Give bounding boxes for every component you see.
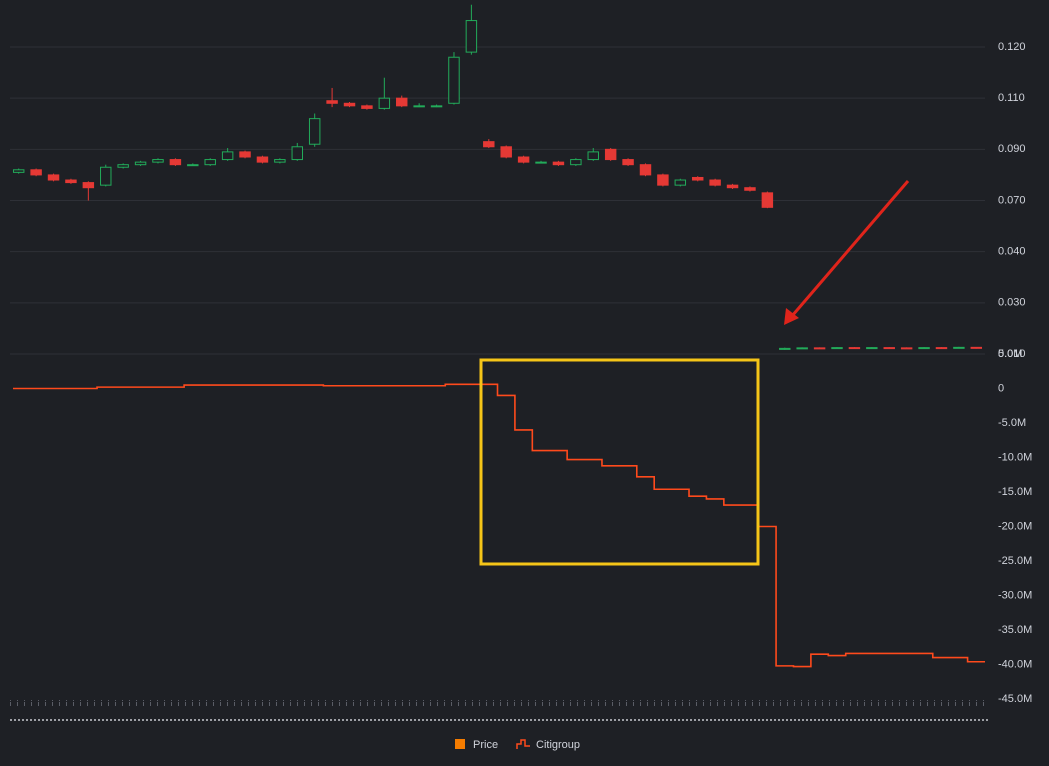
candle-body [744,187,756,191]
y-tick-label: 0.070 [998,194,1026,206]
candle-body [326,100,338,104]
step-line [13,383,985,668]
candle-body [570,159,582,166]
candle-body [517,156,530,163]
candle-body [953,346,965,349]
candle-body [779,347,791,350]
legend-label[interactable]: Price [473,739,498,751]
annotation-arrow-head [784,308,799,325]
y-tick-label: 0.120 [998,41,1026,53]
time-axis-ticks [10,700,985,706]
candle-body [552,161,565,166]
candle-body [587,151,599,161]
candle-body [674,179,687,186]
y-tick-label: 0.010 [998,348,1026,360]
candle-body [396,97,408,107]
candle-body [187,164,199,167]
y-tick-label: 0 [998,382,1004,394]
candle-body [639,164,652,176]
candle-body [117,164,129,168]
candle-body [918,347,930,350]
y-tick-label: -5.0M [998,417,1026,429]
y-tick-label: 5.0M [998,348,1022,360]
y-tick-label: 0.090 [998,143,1026,155]
candle-body [761,192,774,208]
candle-body [134,161,147,166]
candle-body [204,159,216,166]
candle-body [361,105,373,109]
y-tick-label: -25.0M [998,555,1032,567]
candle-body [657,174,669,186]
candle-body [726,184,739,189]
annotation-arrow [790,180,910,317]
candle-body [430,105,443,108]
candle-body [500,146,512,158]
legend: Price Citigroup [455,739,580,751]
candle-body [30,169,42,176]
candle-body [866,347,878,350]
candle-body [483,141,495,148]
candle-body [413,105,425,108]
candle-body [47,174,60,181]
candle-body [152,159,164,163]
candle-body [65,179,77,184]
candle-body [378,97,391,109]
candle-body [221,151,234,161]
candle-body [239,151,251,158]
candle-body [343,102,356,107]
candle-body [970,346,983,349]
candle-body [622,159,634,166]
y-tick-label: 0.110 [998,92,1025,104]
y-tick-label: -20.0M [998,520,1032,532]
candle-body [692,176,704,181]
plot-area: 0.010 0.030 0.040 0.070 0.090 0.110 0.120 5.0M 0… [10,4,1032,705]
candle-body [535,161,547,164]
candle-body [291,146,303,161]
y-tick-label: -15.0M [998,486,1032,498]
candle-body [935,347,948,350]
candle-body [274,159,286,163]
candle-body [308,118,321,145]
candle-body [465,20,478,53]
candle-body [12,169,25,173]
candle-body [900,347,913,350]
candle-body [813,347,826,350]
legend-label[interactable]: Citigroup [536,739,580,751]
y-tick-label: -30.0M [998,589,1032,601]
highlight-box [479,358,760,566]
candle-body [448,56,460,104]
y-tick-label: -40.0M [998,658,1032,670]
y-tick-label: -45.0M [998,693,1032,705]
y-tick-label: -10.0M [998,451,1032,463]
y-tick-label: 0.040 [998,246,1026,258]
candle-body [100,166,112,186]
legend-swatch [455,739,465,749]
candle-body [709,179,721,186]
candle-body [831,347,843,350]
candle-body [82,182,95,189]
candle-body [169,159,182,166]
candle-body [604,148,617,161]
legend-swatch [516,739,530,749]
candle-body [796,347,808,350]
y-tick-label: -35.0M [998,624,1032,636]
candle-body [256,156,269,163]
y-tick-label: 0.030 [998,297,1026,309]
candle-body [848,347,861,350]
candle-body [883,347,895,350]
